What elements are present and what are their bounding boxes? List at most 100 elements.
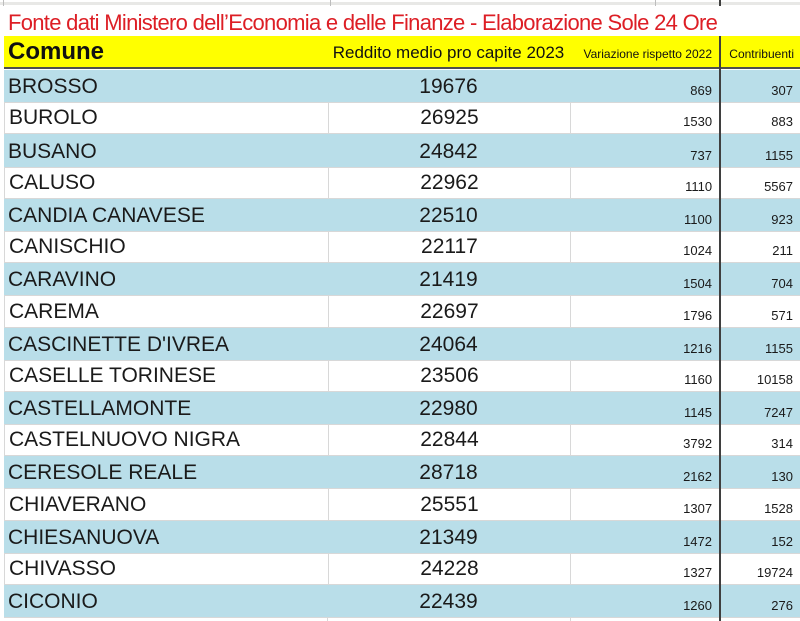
comune-cell[interactable]: CANISCHIO xyxy=(9,235,126,259)
contribuenti-cell[interactable]: 152 xyxy=(771,533,793,549)
table-row: CASCINETTE D'IVREA 24064 1216 1155 xyxy=(4,327,800,360)
comune-cell[interactable]: CANDIA CANAVESE xyxy=(8,203,205,227)
table-row: CASELLE TORINESE 23506 1160 10158 xyxy=(4,359,800,392)
column-header-contribuenti[interactable]: Contribuenti xyxy=(729,47,794,61)
column-header-comune[interactable]: Comune xyxy=(8,38,104,65)
comune-cell[interactable]: CERESOLE REALE xyxy=(8,461,198,485)
table-row: BUSANO 24842 737 1155 xyxy=(4,134,800,167)
table-row: CANISCHIO 22117 1024 211 xyxy=(4,230,800,264)
variazione-cell[interactable]: 1327 xyxy=(570,553,720,584)
reddito-cell[interactable]: 21349 xyxy=(419,525,478,549)
reddito-cell[interactable]: 22510 xyxy=(419,203,478,227)
variazione-cell[interactable]: 1145 xyxy=(684,405,712,421)
column-header-reddito[interactable]: Reddito medio pro capite 2023 xyxy=(332,43,565,62)
variazione-cell[interactable]: 1504 xyxy=(683,276,712,292)
table-row: CHIAVERANO 25551 1307 1528 xyxy=(4,488,800,521)
comune-cell[interactable]: CALUSO xyxy=(9,170,96,194)
reddito-cell[interactable]: 22980 xyxy=(419,397,478,421)
sliver-cell xyxy=(327,618,570,621)
reddito-cell[interactable]: 25551 xyxy=(327,489,571,520)
contribuenti-cell[interactable]: 1155 xyxy=(765,147,793,163)
reddito-cell[interactable]: 22439 xyxy=(419,590,478,614)
variazione-cell[interactable]: 1530 xyxy=(570,103,720,134)
comune-cell[interactable]: CHIESANUOVA xyxy=(8,525,160,549)
reddito-cell[interactable]: 22844 xyxy=(327,425,571,456)
comune-cell[interactable]: CASTELLAMONTE xyxy=(8,397,192,421)
reddito-cell[interactable]: 24228 xyxy=(327,553,571,584)
contribuenti-cell[interactable]: 571 xyxy=(771,307,793,323)
table-row: CICONIO 22439 1260 276 xyxy=(4,585,800,618)
variazione-cell[interactable]: 1216 xyxy=(683,340,712,356)
strip-separator xyxy=(330,0,331,6)
table-row: CAREMA 22697 1796 571 xyxy=(4,295,800,328)
variazione-cell[interactable]: 3792 xyxy=(570,425,720,456)
table-row: CANDIA CANAVESE 22510 1100 923 xyxy=(4,198,800,231)
contribuenti-cell[interactable]: 704 xyxy=(771,276,793,292)
comune-cell[interactable]: CICONIO xyxy=(8,590,98,614)
contribuenti-cell[interactable]: 19724 xyxy=(756,565,793,580)
contribuenti-cell[interactable]: 883 xyxy=(771,114,793,130)
comune-cell[interactable]: CASTELNUOVO NIGRA xyxy=(9,428,241,452)
variazione-cell[interactable]: 737 xyxy=(690,147,712,163)
table-row: CARAVINO 21419 1504 704 xyxy=(4,263,800,296)
comune-cell[interactable]: CASELLE TORINESE xyxy=(9,363,216,387)
reddito-cell[interactable]: 22117 xyxy=(327,231,571,263)
column-divider-line xyxy=(719,0,721,621)
reddito-cell[interactable]: 21419 xyxy=(419,268,478,292)
comune-cell[interactable]: CHIVASSO xyxy=(9,557,116,580)
column-header-variazione[interactable]: Variazione rispetto 2022 xyxy=(583,47,712,61)
reddito-cell[interactable]: 22697 xyxy=(327,296,571,327)
table-body: BROSSO 19676 869 307 BUROLO 26925 1530 8… xyxy=(4,70,800,618)
strip-separator xyxy=(655,0,656,6)
comune-cell[interactable]: BUROLO xyxy=(9,106,98,130)
comune-cell[interactable]: CAREMA xyxy=(9,299,99,323)
contribuenti-cell[interactable]: 211 xyxy=(772,243,793,259)
table-row: CHIESANUOVA 21349 1472 152 xyxy=(4,520,800,553)
table-row: CASTELNUOVO NIGRA 22844 3792 314 xyxy=(4,424,800,457)
table-row: CHIVASSO 24228 1327 19724 xyxy=(4,552,800,585)
table-row: BUROLO 26925 1530 883 xyxy=(4,102,800,135)
comune-cell[interactable]: BUSANO xyxy=(8,139,97,163)
variazione-cell[interactable]: 1472 xyxy=(683,533,712,549)
table-row: CASTELLAMONTE 22980 1145 7247 xyxy=(4,391,800,425)
variazione-cell[interactable]: 1100 xyxy=(684,211,712,227)
variazione-cell[interactable]: 1110 xyxy=(570,167,720,198)
contribuenti-cell[interactable]: 307 xyxy=(771,83,793,99)
reddito-cell[interactable]: 26925 xyxy=(327,103,571,134)
partial-row-strip xyxy=(0,0,800,6)
strip-separator xyxy=(3,0,4,6)
contribuenti-cell[interactable]: 5567 xyxy=(764,178,793,194)
variazione-cell[interactable]: 869 xyxy=(690,83,712,99)
table-row: BROSSO 19676 869 307 xyxy=(4,70,800,103)
contribuenti-cell[interactable]: 130 xyxy=(771,469,793,485)
reddito-cell[interactable]: 22962 xyxy=(327,167,571,198)
source-title: Fonte dati Ministero dell’Economia e del… xyxy=(8,10,718,35)
table-row: CALUSO 22962 1110 5567 xyxy=(4,166,800,199)
variazione-cell[interactable]: 1160 xyxy=(570,360,720,391)
variazione-cell[interactable]: 1024 xyxy=(570,231,720,263)
comune-cell[interactable]: CHIAVERANO xyxy=(9,492,147,516)
reddito-cell[interactable]: 23506 xyxy=(327,360,571,391)
variazione-cell[interactable]: 1260 xyxy=(683,598,712,614)
reddito-cell[interactable]: 24842 xyxy=(419,139,478,163)
table-row: CERESOLE REALE 28718 2162 130 xyxy=(4,456,800,489)
comune-cell[interactable]: CARAVINO xyxy=(8,268,117,292)
contribuenti-cell[interactable]: 7247 xyxy=(764,405,793,421)
reddito-cell[interactable]: 28718 xyxy=(419,461,478,485)
column-header-row: Comune Reddito medio pro capite 2023 Var… xyxy=(4,36,800,69)
variazione-cell[interactable]: 1307 xyxy=(570,489,720,520)
variazione-cell[interactable]: 1796 xyxy=(570,296,720,327)
sliver-cell xyxy=(570,618,720,621)
comune-cell[interactable]: BROSSO xyxy=(8,75,98,99)
contribuenti-cell[interactable]: 1155 xyxy=(765,340,793,356)
strip-gridline xyxy=(0,2,800,5)
reddito-cell[interactable]: 24064 xyxy=(419,332,478,356)
contribuenti-cell[interactable]: 1528 xyxy=(764,500,793,516)
contribuenti-cell[interactable]: 314 xyxy=(771,436,793,452)
contribuenti-cell[interactable]: 276 xyxy=(771,598,793,614)
contribuenti-cell[interactable]: 923 xyxy=(771,211,793,227)
reddito-cell[interactable]: 19676 xyxy=(419,75,478,99)
contribuenti-cell[interactable]: 10158 xyxy=(756,371,793,387)
variazione-cell[interactable]: 2162 xyxy=(683,469,712,485)
comune-cell[interactable]: CASCINETTE D'IVREA xyxy=(8,332,230,356)
